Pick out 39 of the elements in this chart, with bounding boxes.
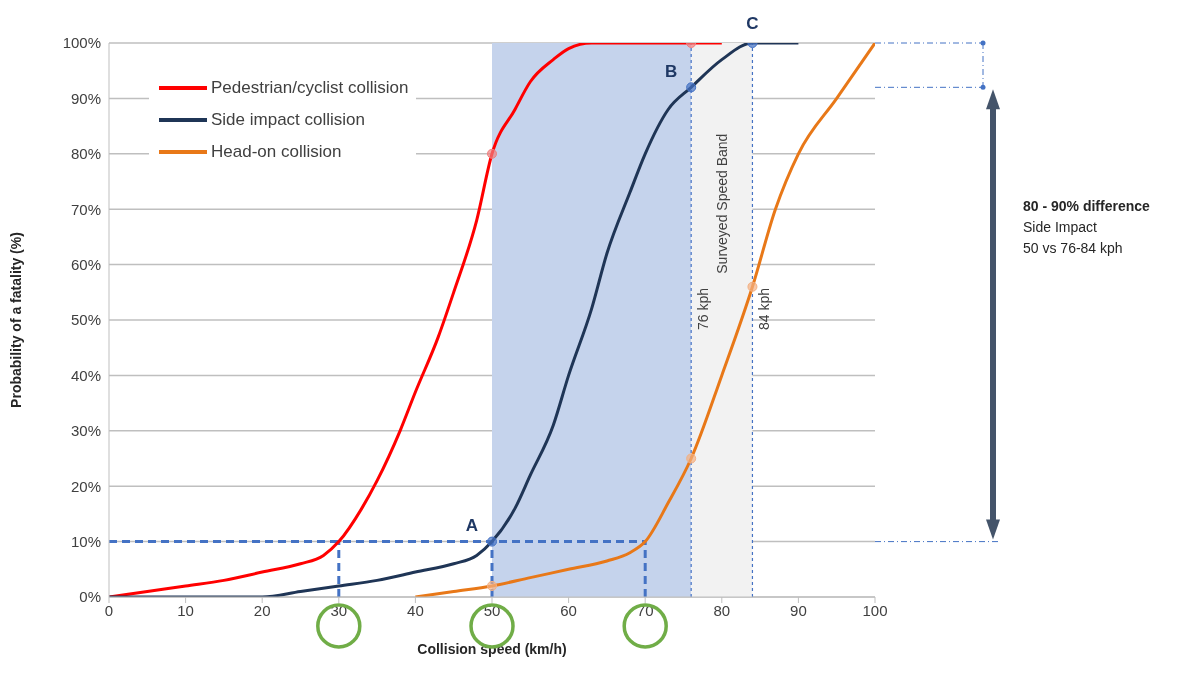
annotation: A <box>465 516 479 536</box>
y-tick-label: 10% <box>70 532 101 550</box>
point <box>486 580 498 591</box>
y-tick-label: 20% <box>70 477 101 495</box>
legend-label: Pedestrian/cyclist collision <box>211 78 409 98</box>
point <box>486 536 498 547</box>
x-tick-label: 60 <box>560 601 577 619</box>
y-tick-label: 30% <box>70 422 101 440</box>
text: 80 - 90% difference <box>1023 197 1150 216</box>
x-tick-label: 90 <box>790 601 807 619</box>
x-tick-label: 40 <box>407 601 424 619</box>
y-tick-label: 50% <box>70 311 101 329</box>
text: Side Impact <box>1023 218 1098 237</box>
ref-line-label: 84 kph <box>756 287 773 330</box>
point <box>486 148 498 159</box>
text: 50 vs 76-84 kph <box>1023 239 1124 258</box>
y-axis-title: Probability of a fatality (%) <box>7 232 24 408</box>
line-series <box>413 43 875 597</box>
y-tick-label: 40% <box>70 366 101 384</box>
x-tick-label: 10 <box>177 601 194 619</box>
y-tick-label: 80% <box>70 145 101 163</box>
annotation: B <box>665 61 678 81</box>
x-tick-label: 100 <box>862 601 888 619</box>
point <box>686 82 697 93</box>
legend-label: Side impact collision <box>211 110 366 130</box>
point <box>686 453 697 464</box>
y-tick-label: 70% <box>70 200 101 218</box>
annotation: C <box>746 14 759 33</box>
x-tick-label: 20 <box>253 601 271 619</box>
y-tick-label: 0% <box>79 588 101 606</box>
x-tick-label: 0 <box>104 601 114 619</box>
y-tick-label: 90% <box>70 89 101 107</box>
x-tick-label: 80 <box>713 601 731 619</box>
point <box>747 281 758 292</box>
band-label: Surveyed Speed Band <box>713 133 730 274</box>
ref-line-label: 76 kph <box>695 287 712 330</box>
legend-label: Head-on collision <box>211 142 342 162</box>
y-tick-label: 60% <box>70 255 101 273</box>
y-tick-label: 100% <box>62 34 101 52</box>
